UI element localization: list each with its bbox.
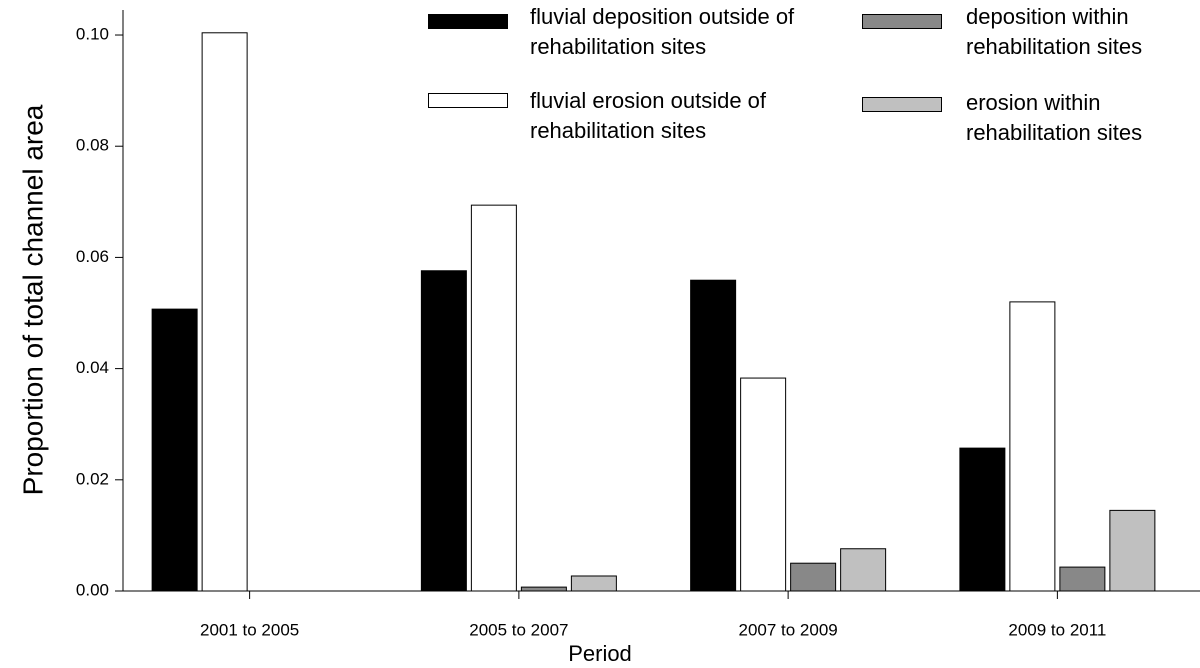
legend-swatch xyxy=(428,93,508,108)
legend-label: fluvial deposition outside of rehabilita… xyxy=(530,4,795,59)
bar xyxy=(1109,509,1156,592)
y-tick-label: 0.00 xyxy=(76,580,109,599)
bar xyxy=(201,32,248,592)
bar xyxy=(420,270,467,592)
bar xyxy=(740,377,787,592)
x-tick-label: 2001 to 2005 xyxy=(200,620,299,639)
y-tick-label: 0.10 xyxy=(76,25,109,44)
bar xyxy=(470,204,517,592)
legend-swatch xyxy=(862,97,942,112)
x-axis-label: Period xyxy=(568,641,632,666)
bar xyxy=(690,279,737,592)
x-tick-label: 2009 to 2011 xyxy=(1008,620,1106,639)
x-tick-label: 2005 to 2007 xyxy=(469,620,568,639)
bar xyxy=(151,308,198,592)
legend-label: erosion within rehabilitation sites xyxy=(966,90,1143,145)
y-tick-label: 0.08 xyxy=(76,136,109,155)
bar xyxy=(959,447,1006,592)
bar xyxy=(790,562,837,592)
y-axis-label: Proportion of total channel area xyxy=(17,104,48,495)
legend-swatch xyxy=(428,14,508,29)
legend-label: deposition within rehabilitation sites xyxy=(966,4,1143,59)
bar xyxy=(520,586,567,592)
bar xyxy=(570,575,617,592)
legend-label: fluvial erosion outside of rehabilitatio… xyxy=(530,88,767,143)
y-tick-label: 0.06 xyxy=(76,247,109,266)
bar xyxy=(1009,301,1056,592)
bar xyxy=(840,548,887,592)
bar xyxy=(1059,566,1106,592)
x-tick-label: 2007 to 2009 xyxy=(738,620,837,639)
y-tick-label: 0.04 xyxy=(76,358,109,377)
legend-swatch xyxy=(862,14,942,29)
y-tick-label: 0.02 xyxy=(76,469,109,488)
